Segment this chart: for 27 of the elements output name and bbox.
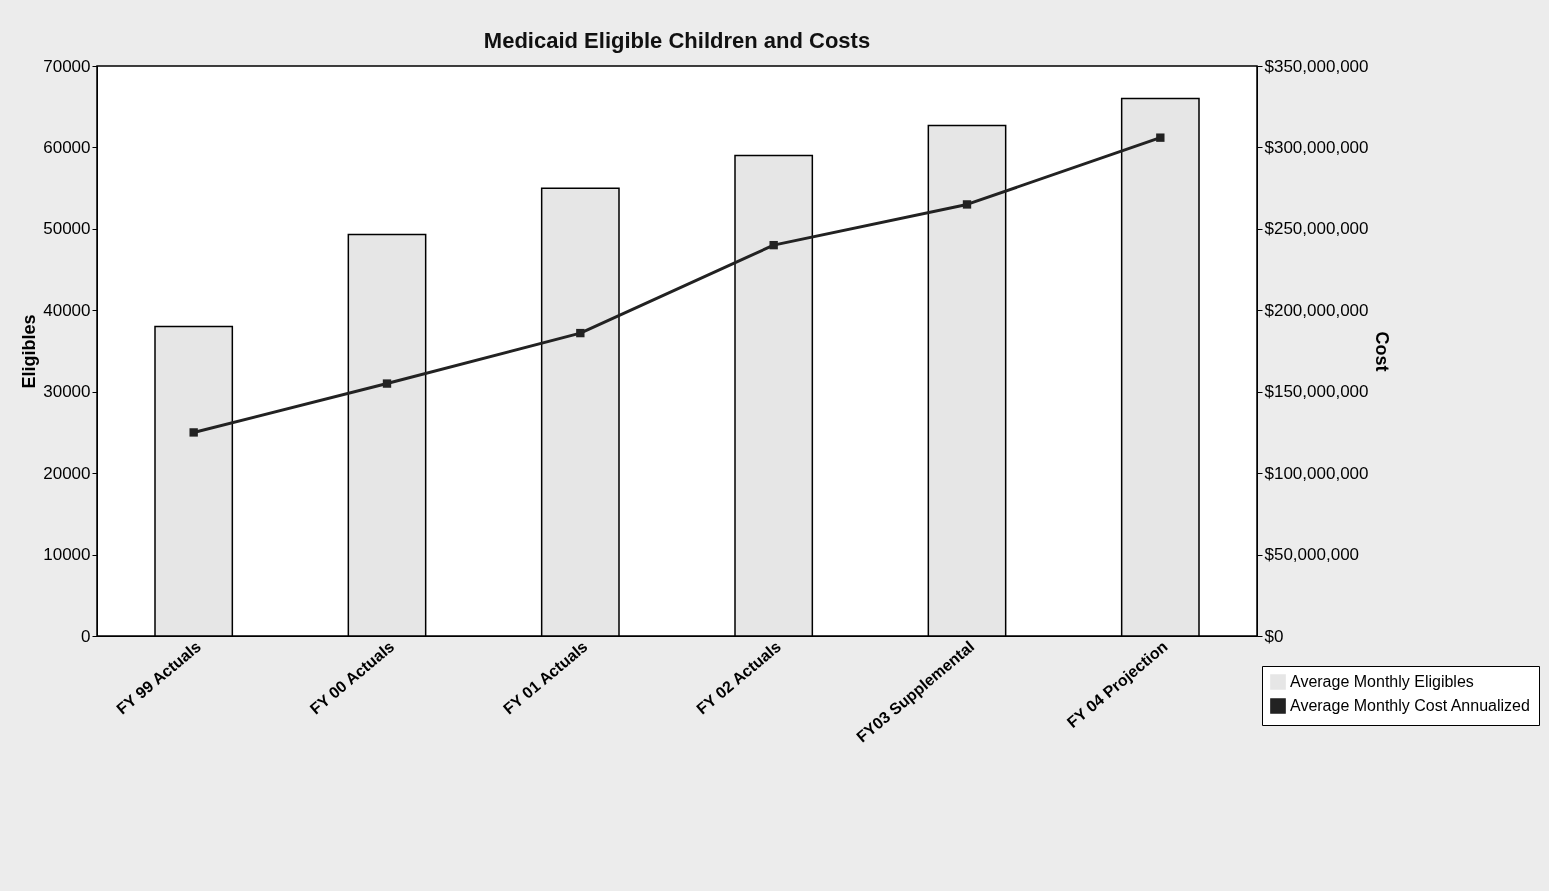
y2-axis-title: Cost (1372, 331, 1393, 372)
y-tick-label: 70000 (43, 56, 91, 76)
legend-label: Average Monthly Cost Annualized (1290, 697, 1530, 714)
y2-tick-label: $0 (1264, 626, 1284, 646)
y-tick-label: 0 (81, 626, 91, 646)
y-axis-title: Eligibles (19, 314, 40, 389)
y2-tick-label: $150,000,000 (1264, 382, 1369, 402)
y-tick-label: 40000 (43, 300, 91, 320)
point (962, 200, 972, 209)
y-tick-label: 50000 (43, 219, 91, 239)
y2-tick-label: $350,000,000 (1264, 56, 1369, 76)
y2-tick-label: $300,000,000 (1264, 137, 1369, 157)
y2-tick-label: $200,000,000 (1264, 300, 1369, 320)
point (382, 379, 392, 388)
y2-tick-label: $250,000,000 (1264, 219, 1369, 239)
y-tick-label: 30000 (43, 382, 91, 402)
legend-label: Average Monthly Eligibles (1290, 673, 1474, 690)
point (576, 328, 585, 338)
point (189, 428, 198, 437)
y-tick-label: 10000 (43, 545, 91, 565)
point (1156, 133, 1165, 142)
point (769, 240, 778, 250)
chart-title: Medicaid Eligible Children and Costs (483, 28, 871, 53)
y-tick-label: 20000 (43, 463, 91, 483)
y2-tick-label: $50,000,000 (1264, 545, 1360, 565)
y-tick-label: 60000 (43, 137, 91, 157)
y2-tick-label: $100,000,000 (1264, 463, 1369, 483)
